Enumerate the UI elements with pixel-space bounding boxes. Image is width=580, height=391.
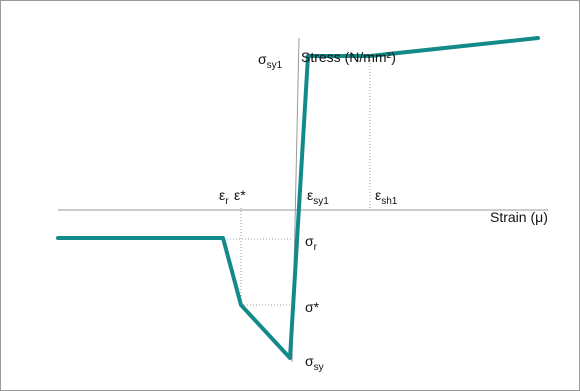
label-epsilon-r: εr (219, 187, 229, 207)
label-sigma-r: σr (305, 233, 318, 253)
label-sigma-sy: σsy (305, 353, 324, 373)
label-epsilon-star: ε* (234, 187, 246, 203)
label-epsilon-sh1: εsh1 (375, 187, 398, 207)
x-axis-label: Strain (μ) (490, 209, 548, 225)
label-sigma-sy1: σsy1 (258, 51, 283, 71)
y-axis-label: Stress (N/mm²) (301, 49, 396, 65)
label-epsilon-sy1: εsy1 (307, 187, 329, 207)
label-sigma-star: σ* (305, 299, 320, 315)
stress-strain-curve (56, 36, 540, 360)
guide-lines (224, 57, 371, 306)
